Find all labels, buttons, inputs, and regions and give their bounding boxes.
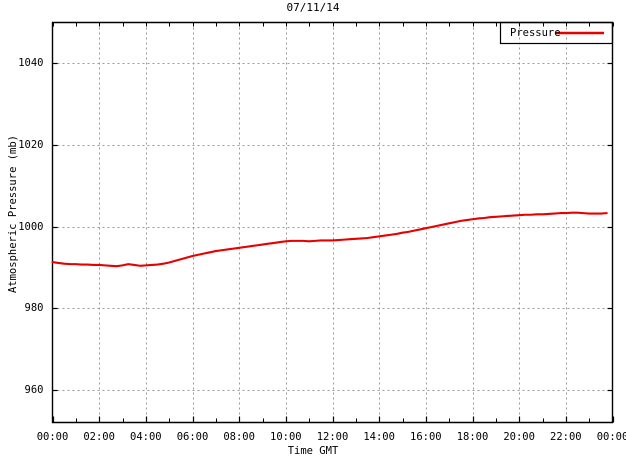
chart-title: 07/11/14 [286,1,340,14]
x-tick-label: 06:00 [176,430,209,443]
x-tick-label: 08:00 [223,430,255,443]
x-tick-label: 00:00 [596,430,626,443]
x-tick-label: 14:00 [363,430,395,443]
series-line-pressure [51,211,608,268]
x-tick-label: 02:00 [83,430,115,443]
y-tick-label: 1020 [18,138,44,151]
y-tick-label: 1040 [18,57,44,70]
y-tick-label: 980 [24,302,44,315]
y-axis-title: Atmospheric Pressure (mb) [7,134,19,294]
axis-frame [51,21,614,424]
y-tick-label: 960 [24,383,44,396]
y-tick-label: 1000 [18,220,44,233]
x-tick-label: 12:00 [316,430,349,443]
legend-entry-label: Pressure [510,27,561,39]
x-tick-label: 00:00 [36,430,69,443]
x-tick-label: 22:00 [550,430,582,443]
horizontal-gridlines [52,63,613,391]
x-tick-label: 04:00 [130,430,162,443]
x-tick-label: 16:00 [410,430,442,443]
x-tick-label: 10:00 [270,430,302,443]
vertical-gridlines [99,22,567,423]
x-tick-label: 20:00 [503,430,535,443]
x-tick-label: 18:00 [456,430,489,443]
x-axis-title: Time GMT [287,445,339,457]
axis-major-ticks [52,62,615,423]
